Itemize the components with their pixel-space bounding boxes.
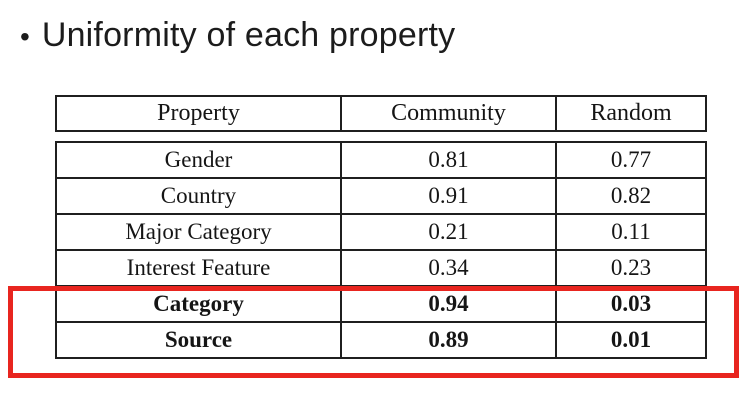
table-row-major-category: Major Category 0.21 0.11 <box>55 213 707 251</box>
cell-property: Source <box>55 321 342 359</box>
col-header-random: Random <box>555 95 707 132</box>
header-row: Property Community Random <box>55 95 707 132</box>
page-title: Uniformity of each property <box>41 16 456 54</box>
table-row-source: Source 0.89 0.01 <box>55 321 707 359</box>
cell-property: Gender <box>55 141 342 179</box>
bullet-marker: • <box>20 21 30 52</box>
uniformity-table-body: Gender 0.81 0.77 Country 0.91 0.82 Major… <box>55 141 707 359</box>
cell-property: Interest Feature <box>55 249 342 287</box>
cell-random: 0.11 <box>555 213 707 251</box>
cell-community: 0.91 <box>340 177 557 215</box>
cell-community: 0.81 <box>340 141 557 179</box>
cell-random: 0.23 <box>555 249 707 287</box>
cell-random: 0.01 <box>555 321 707 359</box>
uniformity-table-header: Property Community Random <box>55 95 707 132</box>
cell-property: Category <box>55 285 342 323</box>
cell-community: 0.21 <box>340 213 557 251</box>
cell-property: Major Category <box>55 213 342 251</box>
table-row-gender: Gender 0.81 0.77 <box>55 141 707 179</box>
cell-random: 0.82 <box>555 177 707 215</box>
table-row-category: Category 0.94 0.03 <box>55 285 707 323</box>
cell-random: 0.03 <box>555 285 707 323</box>
table-row-country: Country 0.91 0.82 <box>55 177 707 215</box>
cell-community: 0.94 <box>340 285 557 323</box>
col-header-community: Community <box>340 95 557 132</box>
cell-property: Country <box>55 177 342 215</box>
cell-random: 0.77 <box>555 141 707 179</box>
table-row-interest-feature: Interest Feature 0.34 0.23 <box>55 249 707 287</box>
title-row: • Uniformity of each property <box>20 16 455 55</box>
cell-community: 0.34 <box>340 249 557 287</box>
cell-community: 0.89 <box>340 321 557 359</box>
col-header-property: Property <box>55 95 342 132</box>
